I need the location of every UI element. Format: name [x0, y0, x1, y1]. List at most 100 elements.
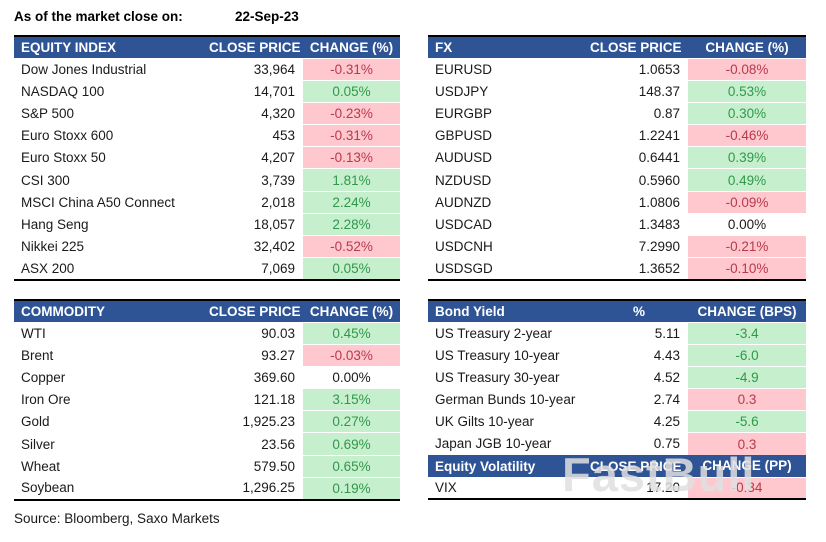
change-value: -5.6 [688, 410, 806, 433]
instrument-name: Nikkei 225 [21, 239, 85, 255]
close-price-value: 1.3652 [638, 260, 680, 276]
table-row: Gold 1,925.23 0.27% [14, 410, 400, 433]
change-value: 0.00% [688, 212, 806, 236]
instrument-name: USDCAD [435, 216, 493, 232]
instrument-name: US Treasury 30-year [435, 369, 560, 385]
close-price-value: 4.52 [653, 369, 680, 385]
change-value: 0.45% [303, 321, 400, 345]
change-value: 0.69% [303, 432, 400, 456]
commodity-table: COMMODITY CLOSE PRICE CHANGE (%) WTI 90.0… [14, 299, 400, 501]
instrument-name: Euro Stoxx 600 [21, 128, 114, 144]
table-row: US Treasury 10-year 4.43 -6.0 [428, 343, 806, 367]
instrument-name: Japan JGB 10-year [435, 436, 552, 452]
change-value: 0.65% [303, 454, 400, 478]
instrument-name: NZDUSD [435, 172, 492, 188]
bond-yield-table: Bond Yield % CHANGE (BPS) US Treasury 2-… [428, 299, 806, 456]
instrument-name: Brent [21, 347, 54, 363]
change-header: CHANGE (%) [303, 36, 400, 58]
close-price-value: 369.60 [253, 369, 295, 385]
close-price-value: 18,057 [253, 216, 295, 232]
table-header-row: Bond Yield % CHANGE (BPS) [428, 300, 806, 322]
close-price-header: CLOSE PRICE [209, 36, 303, 58]
table-row: AUDUSD 0.6441 0.39% [428, 146, 806, 169]
change-header: CHANGE (BPS) [688, 300, 806, 322]
instrument-name: USDCNH [435, 239, 493, 255]
instrument-name: Hang Seng [21, 216, 89, 232]
table-row: Dow Jones Industrial 33,964 -0.31% [14, 57, 400, 81]
change-value: 2.24% [303, 190, 400, 214]
table-title-header: Bond Yield [428, 300, 590, 322]
table-row: Brent 93.27 -0.03% [14, 343, 400, 367]
change-value: 0.19% [303, 476, 400, 500]
instrument-name: S&P 500 [21, 105, 75, 121]
instrument-name: CSI 300 [21, 172, 70, 188]
change-value: 0.27% [303, 410, 400, 433]
table-row: USDSGD 1.3652 -0.10% [428, 257, 806, 280]
instrument-name: NASDAQ 100 [21, 83, 105, 99]
table-header-row: COMMODITY CLOSE PRICE CHANGE (%) [14, 300, 400, 322]
close-price-value: 0.5960 [638, 172, 680, 188]
instrument-name: Wheat [21, 458, 61, 474]
change-value: 3.15% [303, 388, 400, 411]
table-row: NZDUSD 0.5960 0.49% [428, 168, 806, 192]
instrument-name: USDSGD [435, 260, 493, 276]
change-value: 0.00% [303, 365, 400, 389]
close-price-value: 2,018 [261, 194, 295, 210]
table-title-header: Equity Volatility [428, 455, 590, 477]
instrument-name: AUDUSD [435, 150, 493, 166]
change-value: 0.05% [303, 79, 400, 103]
close-price-value: 1.0653 [638, 61, 680, 77]
table-row: Euro Stoxx 50 4,207 -0.13% [14, 146, 400, 169]
instrument-name: EURGBP [435, 105, 493, 121]
table-header-row: EQUITY INDEX CLOSE PRICE CHANGE (%) [14, 36, 400, 58]
table-row: Copper 369.60 0.00% [14, 365, 400, 389]
report-title: As of the market close on: [14, 9, 183, 24]
change-value: -3.4 [688, 321, 806, 345]
close-price-value: 148.37 [638, 83, 680, 99]
table-row: USDCAD 1.3483 0.00% [428, 212, 806, 236]
close-price-value: 7.2990 [638, 239, 680, 255]
change-value: -0.10% [688, 257, 806, 280]
close-price-value: 4.25 [653, 414, 680, 430]
close-price-value: 17.20 [646, 480, 680, 496]
table-row: VIX 17.20 -0.34 [428, 476, 806, 500]
close-price-value: 3,739 [261, 172, 295, 188]
change-value: 0.05% [303, 257, 400, 280]
instrument-name: Dow Jones Industrial [21, 61, 147, 77]
close-price-value: 32,402 [253, 239, 295, 255]
close-price-value: 4,207 [261, 150, 295, 166]
instrument-name: Gold [21, 414, 50, 430]
percent-header: % [590, 300, 688, 322]
change-value: -0.09% [688, 190, 806, 214]
close-price-header: CLOSE PRICE [590, 455, 688, 477]
change-value: -0.31% [303, 124, 400, 147]
instrument-name: Copper [21, 369, 66, 385]
table-row: EURUSD 1.0653 -0.08% [428, 57, 806, 81]
change-value: 0.3 [688, 432, 806, 456]
report-date: 22-Sep-23 [235, 9, 299, 24]
instrument-name: UK Gilts 10-year [435, 414, 535, 430]
table-row: Wheat 579.50 0.65% [14, 454, 400, 478]
change-value: -0.52% [303, 234, 400, 258]
change-value: 0.30% [688, 101, 806, 125]
close-price-value: 453 [272, 128, 295, 144]
instrument-name: USDJPY [435, 83, 489, 99]
table-header-row: FX CLOSE PRICE CHANGE (%) [428, 36, 806, 58]
close-price-value: 0.6441 [638, 150, 680, 166]
close-price-value: 7,069 [261, 260, 295, 276]
change-value: -0.34 [688, 476, 806, 500]
table-row: Silver 23.56 0.69% [14, 432, 400, 456]
equity-index-table: EQUITY INDEX CLOSE PRICE CHANGE (%) Dow … [14, 35, 400, 281]
change-value: 1.81% [303, 168, 400, 192]
source-note: Source: Bloomberg, Saxo Markets [14, 511, 220, 526]
close-price-header: CLOSE PRICE [590, 36, 688, 58]
change-value: -0.13% [303, 146, 400, 169]
change-value: -6.0 [688, 343, 806, 367]
instrument-name: Silver [21, 436, 55, 452]
instrument-name: US Treasury 10-year [435, 347, 560, 363]
close-price-value: 90.03 [261, 325, 295, 341]
table-row: MSCI China A50 Connect 2,018 2.24% [14, 190, 400, 214]
table-row: WTI 90.03 0.45% [14, 321, 400, 345]
close-price-header: CLOSE PRICE [209, 300, 303, 322]
close-price-value: 14,701 [253, 83, 295, 99]
